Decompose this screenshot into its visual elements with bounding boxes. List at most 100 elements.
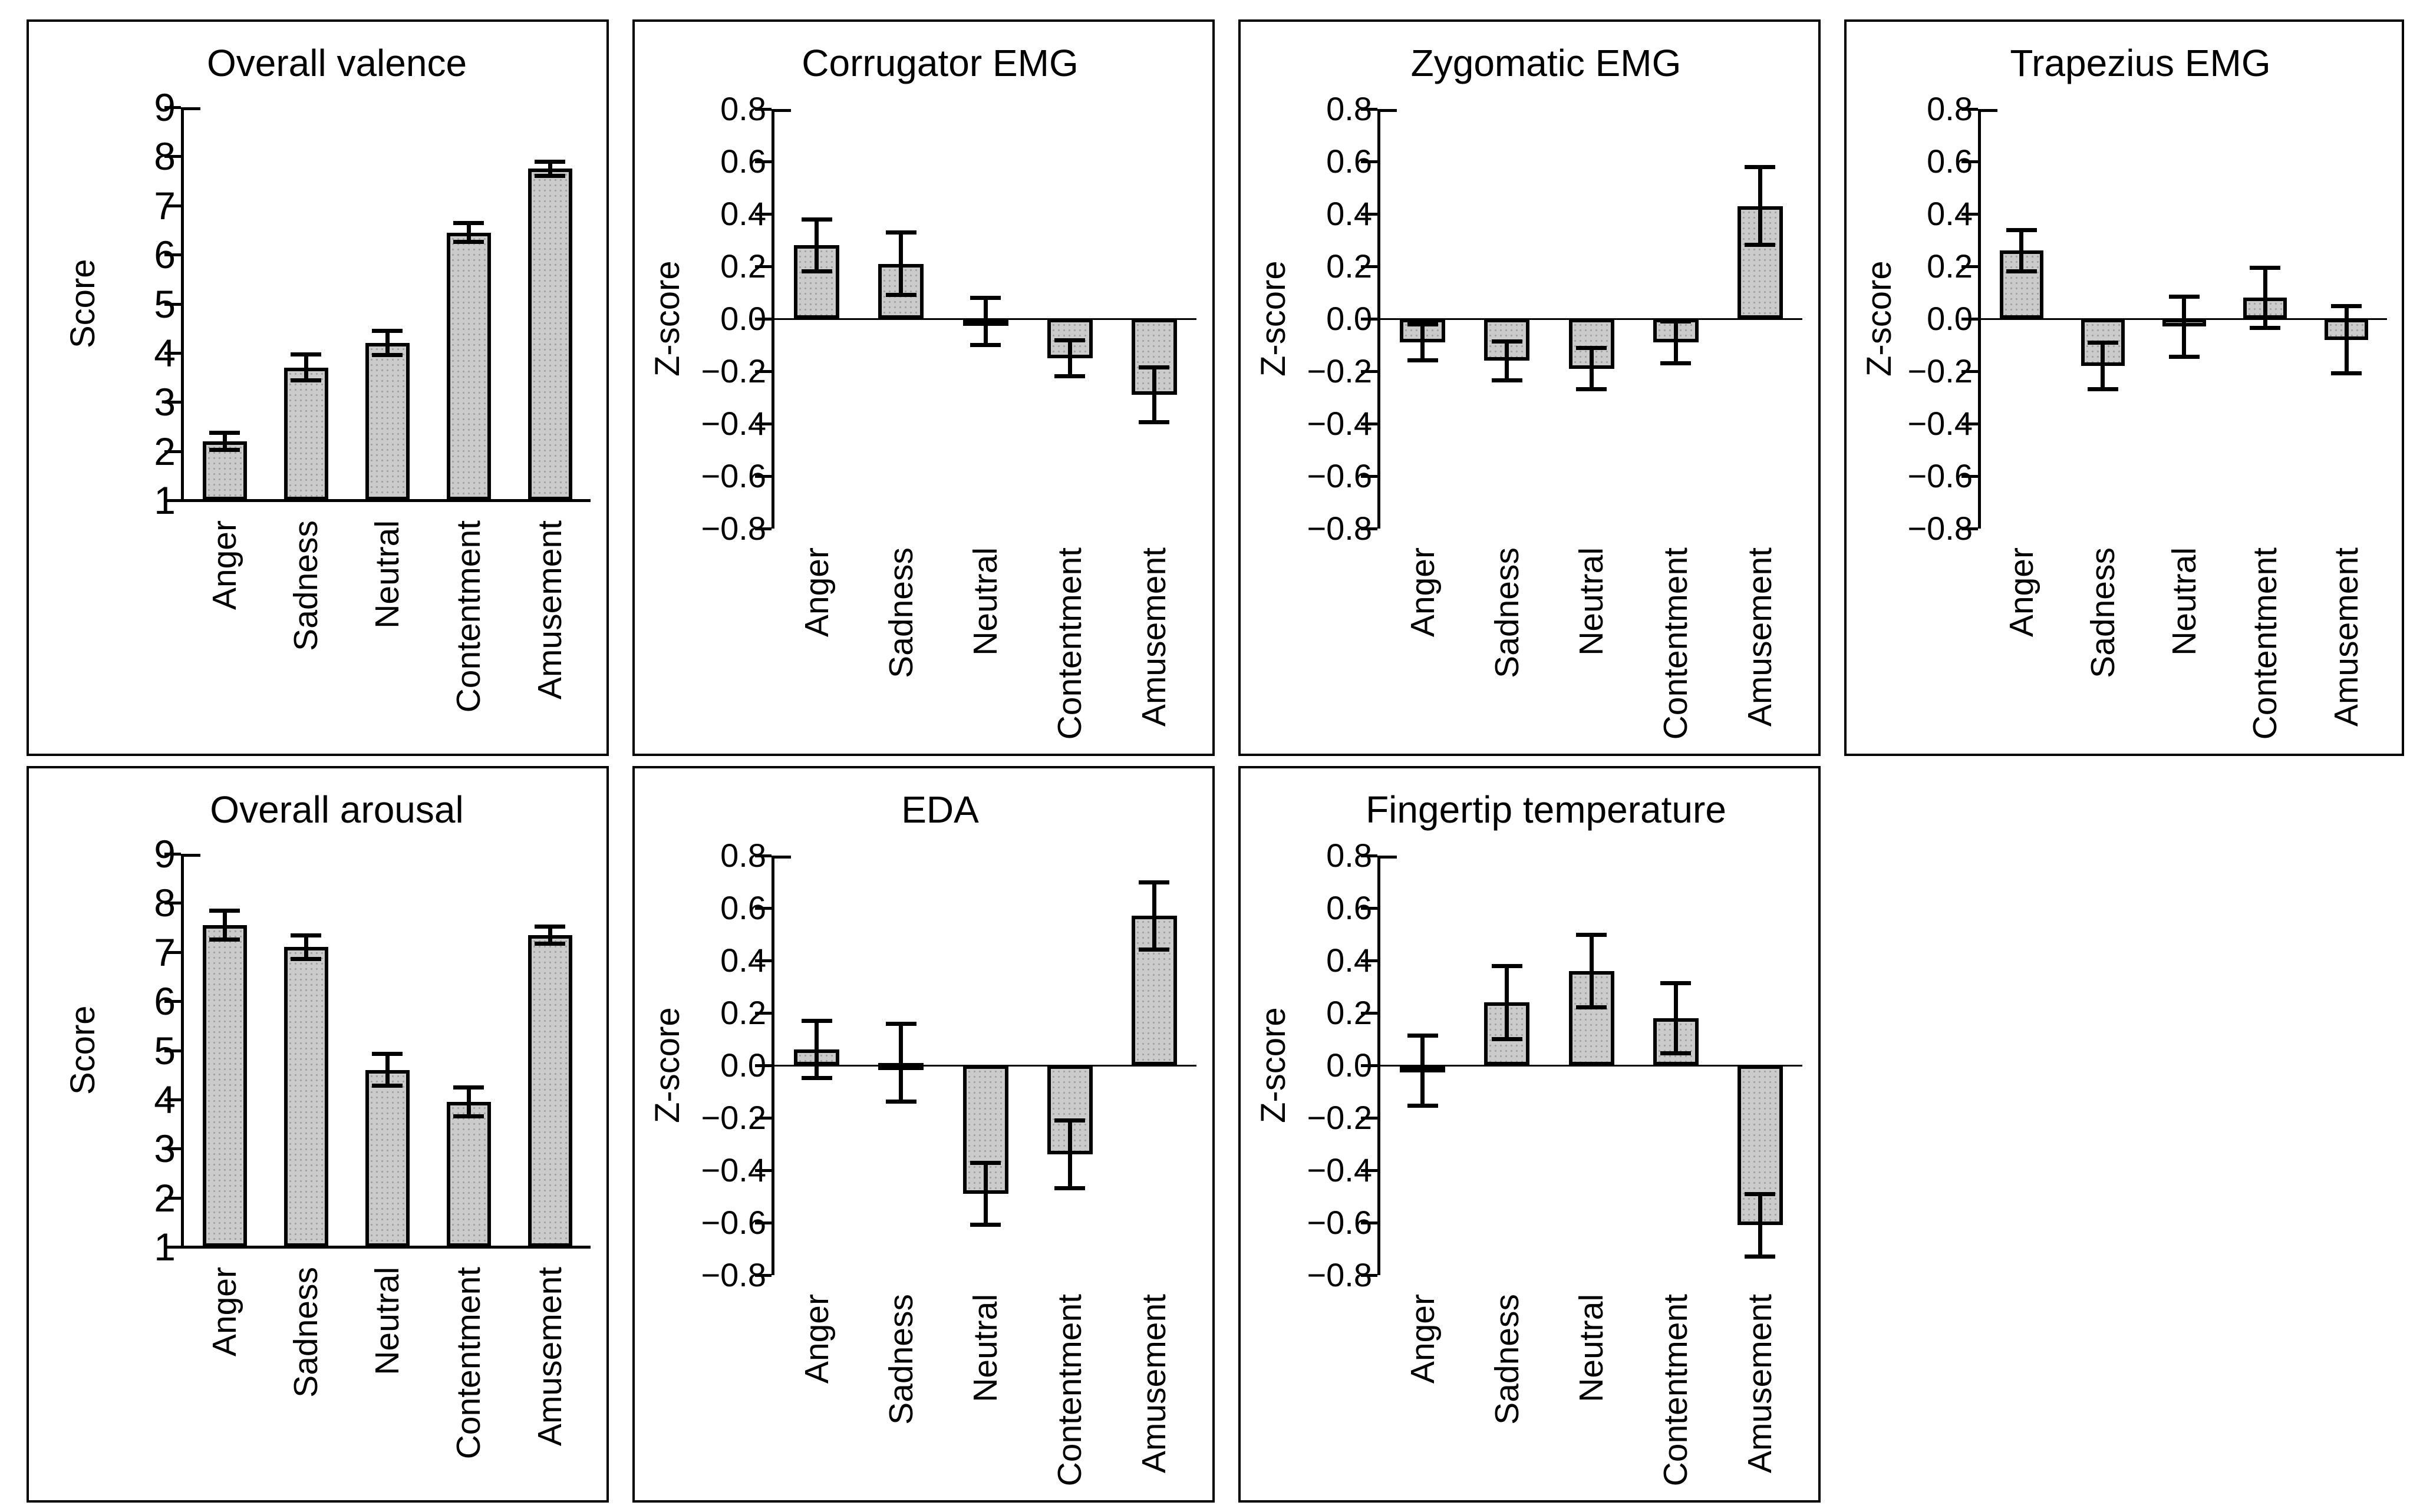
category-label-amusement: Amusement: [2327, 547, 2365, 727]
y-axis-title: Z-score: [648, 1007, 687, 1124]
panel-overall-valence: Overall valence 9 8 7 6 5 4 3 2 1 Anger Sadness Neut…: [27, 19, 609, 756]
y-tick-label: 0.8: [1326, 837, 1372, 874]
y-tick-label: 0.0: [1927, 300, 1973, 337]
error-bar-cap-top: [970, 1161, 1001, 1165]
category-label-amusement: Amusement: [1741, 1294, 1779, 1474]
y-tick: [1961, 422, 1978, 425]
y-axis-top-tick: [184, 854, 200, 857]
error-bar-line: [1758, 1194, 1762, 1257]
category-label-anger: Anger: [1404, 547, 1442, 638]
y-tick: [164, 450, 181, 453]
y-tick: [1361, 108, 1377, 111]
chart-title: Trapezius EMG: [2010, 42, 2271, 84]
error-bar-cap-top: [535, 925, 565, 929]
y-tick: [164, 155, 181, 158]
y-tick: [1361, 265, 1377, 268]
error-bar-cap-bottom: [1745, 1255, 1775, 1259]
error-bar-cap-top: [453, 221, 484, 225]
y-tick: [164, 1197, 181, 1200]
y-tick: [164, 499, 181, 502]
y-tick-label: 1: [154, 1225, 176, 1269]
error-bar-line: [385, 1054, 390, 1086]
y-tick: [164, 1000, 181, 1003]
error-bar-cap-bottom: [802, 269, 832, 273]
y-axis-line: [772, 109, 774, 529]
y-tick: [1361, 213, 1377, 216]
y-tick: [164, 1147, 181, 1150]
y-tick-label: −0.2: [1307, 352, 1372, 389]
y-tick-label: 0.0: [1326, 1046, 1372, 1084]
category-label-neutral: Neutral: [1572, 547, 1610, 656]
error-bar-cap-top: [1660, 319, 1691, 323]
y-axis-top-tick: [774, 109, 791, 112]
error-bar-line: [1505, 966, 1509, 1039]
y-axis-line: [772, 856, 774, 1275]
chart-title: Overall arousal: [210, 788, 464, 831]
chart-title: Corrugator EMG: [802, 42, 1079, 84]
y-tick-label: 0.2: [720, 247, 766, 285]
error-bar-cap-bottom: [1407, 1104, 1438, 1108]
y-tick: [1361, 160, 1377, 163]
error-bar-cap-top: [1407, 322, 1438, 326]
error-bar-cap-top: [2331, 304, 2362, 308]
y-axis-line: [1978, 109, 1981, 529]
category-label-anger: Anger: [206, 1267, 243, 1357]
y-tick-label: −0.4: [1907, 405, 1973, 442]
category-label-sadness: Sadness: [882, 547, 920, 678]
error-bar-cap-top: [1139, 365, 1169, 369]
error-bar-line: [984, 298, 988, 345]
y-tick-label: 7: [154, 930, 176, 974]
category-label-sadness: Sadness: [1488, 547, 1526, 678]
y-axis-line: [181, 107, 184, 500]
y-tick: [755, 1222, 772, 1224]
error-bar-line: [1590, 935, 1594, 1008]
error-bar-line: [1420, 324, 1425, 361]
y-tick-label: −0.4: [1307, 1151, 1372, 1189]
y-tick-label: 0.4: [1927, 195, 1973, 232]
error-bar-cap-bottom: [535, 174, 565, 178]
error-bar-line: [1068, 340, 1072, 377]
error-bar-cap-bottom: [291, 378, 321, 382]
error-bar-cap-top: [453, 1085, 484, 1090]
y-tick: [164, 902, 181, 904]
error-bar-cap-bottom: [2331, 371, 2362, 375]
y-tick: [755, 475, 772, 478]
y-tick-label: 8: [154, 881, 176, 925]
y-tick-label: 0.0: [720, 300, 766, 337]
y-tick-label: 2: [154, 430, 176, 473]
error-bar-line: [2345, 306, 2349, 374]
error-bar-cap-top: [886, 230, 916, 235]
error-bar-cap-top: [802, 217, 832, 222]
error-bar-cap-bottom: [1492, 378, 1522, 382]
error-bar-line: [1152, 367, 1156, 422]
chart-title: Overall valence: [206, 42, 467, 84]
bar-neutral: [365, 343, 410, 500]
y-tick: [1361, 527, 1377, 530]
y-tick-label: 0.0: [1326, 300, 1372, 337]
y-tick-label: 9: [154, 85, 176, 129]
bar-amusement: [528, 935, 572, 1247]
y-tick: [1961, 475, 1978, 478]
zero-line: [1380, 1065, 1802, 1067]
y-tick: [1361, 318, 1377, 321]
y-tick-label: −0.8: [701, 1256, 766, 1293]
error-bar-cap-top: [2006, 228, 2037, 232]
category-label-sadness: Sadness: [1488, 1294, 1526, 1425]
y-axis-title: Score: [64, 259, 102, 349]
category-label-neutral: Neutral: [368, 1267, 406, 1375]
error-bar-line: [1674, 321, 1678, 363]
category-label-amusement: Amusement: [1135, 1294, 1173, 1474]
category-label-amusement: Amusement: [1135, 547, 1173, 727]
y-axis-top-tick: [1380, 856, 1397, 859]
error-bar-line: [1068, 1120, 1072, 1189]
category-label-amusement: Amusement: [531, 1267, 569, 1447]
error-bar-cap-bottom: [372, 1084, 403, 1088]
y-tick: [755, 422, 772, 425]
y-tick: [1961, 108, 1978, 111]
y-tick-label: −0.2: [701, 352, 766, 389]
error-bar-cap-top: [372, 329, 403, 333]
y-tick: [164, 352, 181, 355]
category-label-anger: Anger: [206, 520, 243, 610]
error-bar-cap-top: [1660, 981, 1691, 985]
error-bar-cap-top: [2169, 295, 2200, 299]
